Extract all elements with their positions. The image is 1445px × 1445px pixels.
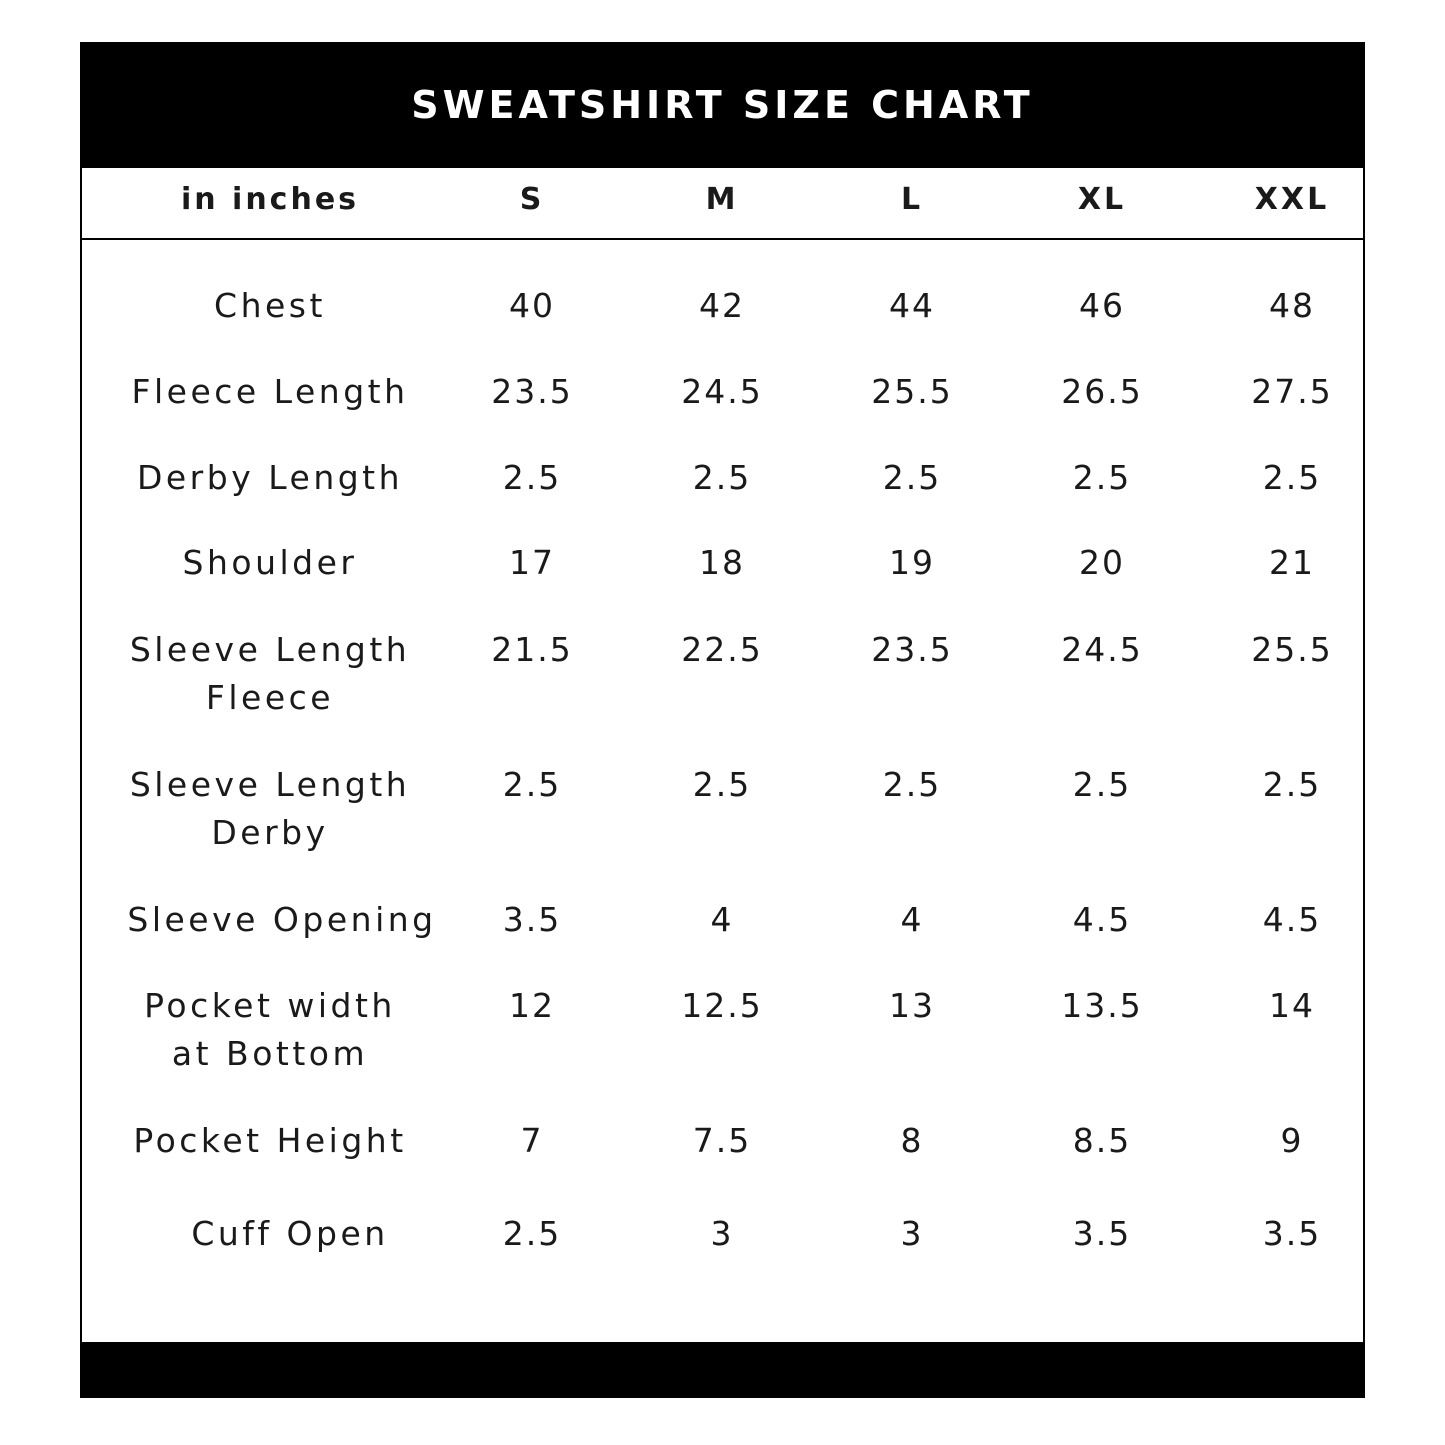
row-label: Sleeve Length (129, 765, 411, 804)
header-row: in inches S M L XL XXL (82, 168, 1363, 240)
size-chart: SWEATSHIRT SIZE CHART in inches S M L XL XXL … (80, 42, 1365, 1398)
cell-value: 2.5 (502, 1214, 562, 1253)
cell-value: 2.5 (882, 458, 942, 497)
size-header-m: M (705, 182, 739, 217)
cell-value: 21.5 (491, 630, 573, 669)
footer-bar (82, 1342, 1363, 1398)
size-header-l: L (900, 182, 924, 217)
cell-value: 26.5 (1061, 372, 1143, 411)
cell-value: 8 (900, 1121, 924, 1160)
unit-header: in inches (180, 182, 360, 217)
cell-value: 44 (889, 286, 935, 325)
size-header-s: S (519, 182, 545, 217)
row-label: Sleeve Length (129, 630, 411, 669)
cell-value: 18 (699, 543, 745, 582)
cell-value: 24.5 (681, 372, 763, 411)
cell-value: 25.5 (1251, 630, 1333, 669)
cell-value: 2.5 (1072, 458, 1132, 497)
row-label: Derby (211, 813, 329, 852)
cell-value: 2.5 (1072, 765, 1132, 804)
cell-value: 3 (710, 1214, 734, 1253)
cell-value: 25.5 (871, 372, 953, 411)
cell-value: 4 (710, 900, 734, 939)
cell-value: 7 (520, 1121, 544, 1160)
cell-value: 40 (509, 286, 555, 325)
cell-value: 22.5 (681, 630, 763, 669)
cell-value: 17 (509, 543, 555, 582)
cell-value: 48 (1269, 286, 1315, 325)
cell-value: 2.5 (1262, 765, 1322, 804)
cell-value: 14 (1269, 986, 1315, 1025)
row-label: Derby Length (136, 458, 404, 497)
cell-value: 23.5 (871, 630, 953, 669)
cell-value: 3 (900, 1214, 924, 1253)
cell-value: 2.5 (502, 765, 562, 804)
cell-value: 2.5 (502, 458, 562, 497)
cell-value: 42 (699, 286, 745, 325)
cell-value: 8.5 (1072, 1121, 1132, 1160)
row-label: Pocket width (144, 986, 396, 1025)
row-label: Chest (214, 286, 326, 325)
cell-value: 4.5 (1262, 900, 1322, 939)
cell-value: 4.5 (1072, 900, 1132, 939)
cell-value: 27.5 (1251, 372, 1333, 411)
cell-value: 13 (889, 986, 935, 1025)
cell-value: 46 (1079, 286, 1125, 325)
cell-value: 2.5 (692, 458, 752, 497)
size-header-xxl: XXL (1254, 182, 1330, 217)
cell-value: 4 (900, 900, 924, 939)
row-label: Cuff Open (191, 1214, 389, 1253)
row-label: Pocket Height (133, 1121, 407, 1160)
cell-value: 20 (1079, 543, 1125, 582)
cell-value: 12 (509, 986, 555, 1025)
chart-title: SWEATSHIRT SIZE CHART (82, 42, 1363, 168)
size-header-xl: XL (1077, 182, 1127, 217)
row-label: Sleeve Opening (127, 900, 437, 939)
cell-value: 9 (1280, 1121, 1304, 1160)
cell-value: 21 (1269, 543, 1315, 582)
cell-value: 12.5 (681, 986, 763, 1025)
cell-value: 19 (889, 543, 935, 582)
cell-value: 3.5 (1072, 1214, 1132, 1253)
row-label: Fleece (205, 678, 335, 717)
row-label: Fleece Length (131, 372, 409, 411)
cell-value: 2.5 (692, 765, 752, 804)
cell-value: 13.5 (1061, 986, 1143, 1025)
cell-value: 3.5 (1262, 1214, 1322, 1253)
cell-value: 2.5 (1262, 458, 1322, 497)
row-label: at Bottom (171, 1034, 369, 1073)
cell-value: 24.5 (1061, 630, 1143, 669)
cell-value: 23.5 (491, 372, 573, 411)
row-label: Shoulder (182, 543, 358, 582)
cell-value: 7.5 (692, 1121, 752, 1160)
cell-value: 2.5 (882, 765, 942, 804)
cell-value: 3.5 (502, 900, 562, 939)
